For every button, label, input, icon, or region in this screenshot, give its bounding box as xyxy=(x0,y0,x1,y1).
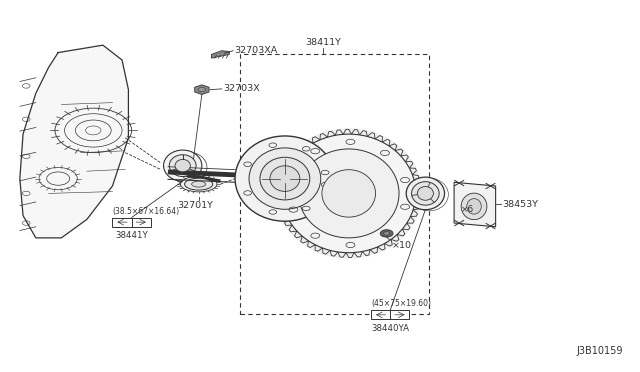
Text: 32703X: 32703X xyxy=(223,84,260,93)
Circle shape xyxy=(383,231,390,235)
Text: J3B10159: J3B10159 xyxy=(577,346,623,356)
Ellipse shape xyxy=(270,166,300,191)
Ellipse shape xyxy=(467,199,481,214)
Ellipse shape xyxy=(322,170,376,217)
Ellipse shape xyxy=(175,159,190,172)
Ellipse shape xyxy=(412,182,439,205)
Polygon shape xyxy=(20,45,129,238)
Polygon shape xyxy=(195,85,209,94)
Text: 32701Y: 32701Y xyxy=(177,201,213,210)
Ellipse shape xyxy=(282,134,416,253)
Ellipse shape xyxy=(298,149,399,238)
Circle shape xyxy=(198,87,205,92)
Ellipse shape xyxy=(461,193,487,219)
Ellipse shape xyxy=(184,178,212,190)
Circle shape xyxy=(380,230,393,237)
Bar xyxy=(113,218,151,227)
Ellipse shape xyxy=(170,155,196,176)
Ellipse shape xyxy=(417,187,433,200)
Ellipse shape xyxy=(180,176,217,192)
Text: 38440YA: 38440YA xyxy=(371,324,409,333)
Bar xyxy=(240,54,429,314)
Ellipse shape xyxy=(260,157,310,200)
Bar xyxy=(371,310,410,320)
Ellipse shape xyxy=(164,150,202,181)
Ellipse shape xyxy=(249,148,321,209)
Polygon shape xyxy=(454,182,495,227)
Polygon shape xyxy=(211,51,229,58)
Ellipse shape xyxy=(191,181,205,187)
Text: 38411Y: 38411Y xyxy=(305,38,341,47)
Text: ×10: ×10 xyxy=(392,241,412,250)
Text: 38453Y: 38453Y xyxy=(502,200,538,209)
Ellipse shape xyxy=(235,136,335,221)
Ellipse shape xyxy=(275,128,422,259)
Text: ×6: ×6 xyxy=(461,205,474,214)
Text: 38441Y: 38441Y xyxy=(115,231,148,240)
Text: (45×75×19.60): (45×75×19.60) xyxy=(371,299,431,308)
Text: (38.5×67×16.64): (38.5×67×16.64) xyxy=(113,207,180,216)
Ellipse shape xyxy=(406,177,445,210)
Text: 32703XA: 32703XA xyxy=(234,46,278,55)
